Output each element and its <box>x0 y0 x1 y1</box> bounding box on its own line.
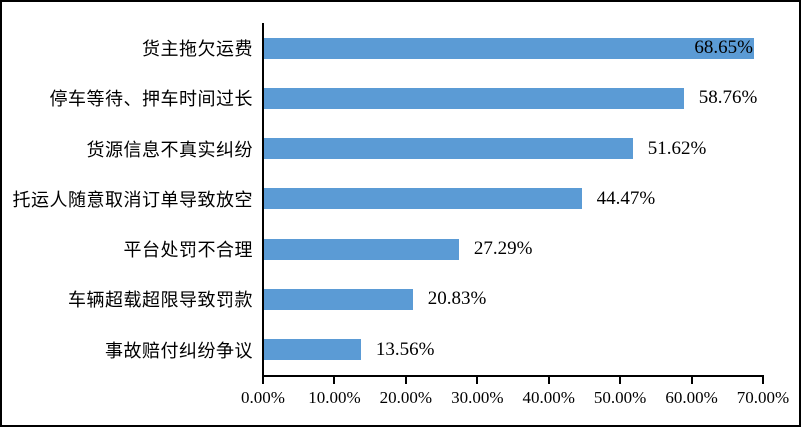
category-label: 停车等待、押车时间过长 <box>49 89 253 110</box>
x-tick-mark <box>690 375 693 384</box>
value-label: 13.56% <box>375 338 435 360</box>
y-axis-line <box>262 23 264 384</box>
bar-row: 车辆超载超限导致罚款 20.83% <box>2 274 762 324</box>
bar-row: 货主拖欠运费 68.65% <box>2 23 762 73</box>
x-tick-label: 10.00% <box>308 388 361 407</box>
bar <box>264 238 459 260</box>
category-label: 货源信息不真实纠纷 <box>86 139 253 160</box>
value-label: 51.62% <box>647 137 707 159</box>
bar <box>264 288 413 310</box>
bar <box>264 339 361 361</box>
bar-row: 货源信息不真实纠纷 51.62% <box>2 124 762 174</box>
bar <box>264 138 633 160</box>
category-label: 货主拖欠运费 <box>142 39 253 60</box>
value-label: 68.65% <box>694 37 753 59</box>
x-tick-label: 60.00% <box>665 388 718 407</box>
value-label: 20.83% <box>427 288 487 310</box>
x-axis-line <box>262 375 764 377</box>
value-label: 27.29% <box>473 238 533 260</box>
x-tick-mark <box>262 375 264 384</box>
bar-track: 20.83% <box>262 274 762 324</box>
bar-track: 51.62% <box>262 124 762 174</box>
category-label: 车辆超载超限导致罚款 <box>68 290 253 311</box>
x-tick-mark <box>762 375 764 384</box>
value-label: 58.76% <box>698 87 758 109</box>
category-label: 事故赔付纠纷争议 <box>105 340 253 361</box>
category-label: 托运人随意取消订单导致放空 <box>12 189 253 210</box>
x-tick-label: 70.00% <box>736 388 790 407</box>
bar-row: 停车等待、押车时间过长 58.76% <box>2 73 762 123</box>
bar-track: 27.29% <box>262 224 762 274</box>
x-tick-mark <box>619 375 622 384</box>
bar-track: 68.65% <box>262 23 762 73</box>
x-tick-mark <box>476 375 479 384</box>
category-label: 平台处罚不合理 <box>123 240 253 261</box>
x-tick-label: 20.00% <box>379 388 433 407</box>
x-tick-mark <box>333 375 336 384</box>
value-label: 44.47% <box>596 187 656 209</box>
x-tick-mark <box>404 375 407 384</box>
bar <box>264 188 582 210</box>
bar-row: 事故赔付纠纷争议 13.56% <box>2 325 762 375</box>
bar <box>264 37 755 59</box>
bar <box>264 87 684 109</box>
bar-rows: 货主拖欠运费 68.65% 停车等待、押车时间过长 58.76% 货源信息不真实纠纷 51… <box>2 23 762 375</box>
x-tick-label: 50.00% <box>593 388 647 407</box>
bar-row: 平台处罚不合理 27.29% <box>2 224 762 274</box>
x-tick-label: 0.00% <box>241 388 285 407</box>
x-tick-mark <box>547 375 550 384</box>
x-tick-label: 40.00% <box>522 388 575 407</box>
bar-row: 托运人随意取消订单导致放空 44.47% <box>2 174 762 224</box>
bar-track: 13.56% <box>262 325 762 375</box>
x-tick-label: 30.00% <box>451 388 504 407</box>
bar-track: 58.76% <box>262 73 762 123</box>
bar-track: 44.47% <box>262 174 762 224</box>
